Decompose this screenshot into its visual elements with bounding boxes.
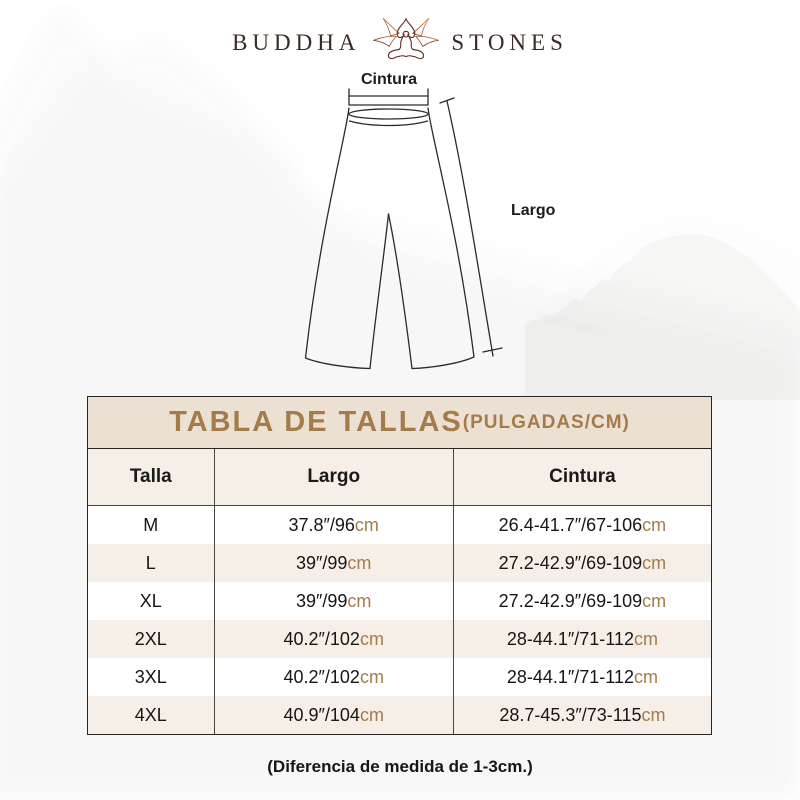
svg-text:Largo: Largo (511, 202, 556, 219)
svg-text:Cintura: Cintura (361, 71, 417, 88)
